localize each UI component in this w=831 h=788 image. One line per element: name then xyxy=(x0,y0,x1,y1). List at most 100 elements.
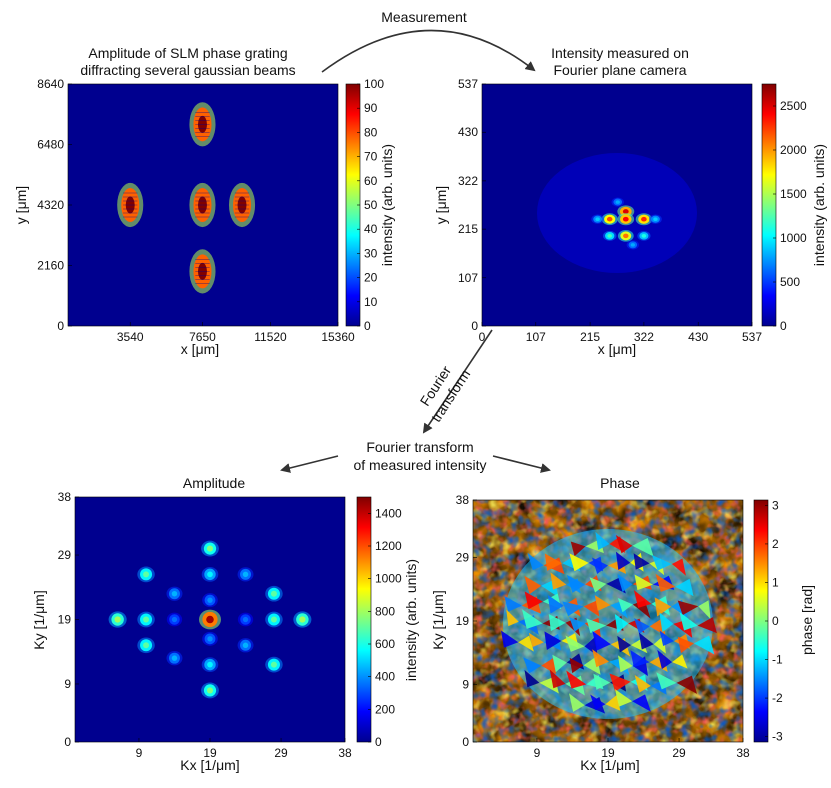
phase-facet xyxy=(632,694,651,712)
panel-2-title-line1: Intensity measured on xyxy=(551,45,689,61)
phase-facet xyxy=(651,555,672,571)
spot-2 xyxy=(189,182,216,228)
x-tick-label: 19 xyxy=(601,746,615,760)
y-tick-label: 29 xyxy=(456,550,470,564)
phase-facet xyxy=(528,632,544,647)
colorbar-tick-label: 60 xyxy=(364,174,378,188)
colorbar-tick-label: 600 xyxy=(375,637,395,651)
fourier-transform-side-label: Fourier transform xyxy=(417,363,474,425)
colorbar-tick-label: 1500 xyxy=(780,187,807,201)
y-tick-label: 9 xyxy=(462,678,469,692)
phase-facet xyxy=(524,591,543,610)
spot-7 xyxy=(137,637,155,654)
y-tick-label: 0 xyxy=(64,735,71,749)
y-tick-label: 215 xyxy=(458,222,478,236)
panel-4-phase-core xyxy=(501,529,717,719)
phase-facet xyxy=(659,630,674,647)
spot-3 xyxy=(201,682,219,699)
spot-core xyxy=(641,234,647,238)
x-tick-label: 19 xyxy=(203,746,217,760)
panel-1-title-line1: Amplitude of SLM phase grating xyxy=(88,45,287,61)
colorbar-tick-label: 100 xyxy=(364,77,384,91)
spot-4 xyxy=(108,611,127,628)
phase-facet xyxy=(552,654,567,673)
panel-3-spots xyxy=(108,540,312,699)
spot-core xyxy=(207,571,213,578)
spot-10 xyxy=(265,656,283,673)
y-tick-label: 38 xyxy=(456,493,470,507)
colorbar-tick-label: 1200 xyxy=(375,539,402,553)
y-tick-label: 4320 xyxy=(37,198,64,212)
spot-13 xyxy=(201,657,219,673)
spot-core xyxy=(641,216,647,222)
spot-1 xyxy=(117,182,144,228)
phase-facet xyxy=(541,657,557,675)
colorbar-tick-label: 70 xyxy=(364,150,378,164)
phase-facet xyxy=(524,575,542,595)
spot-core xyxy=(242,571,249,578)
phase-facet xyxy=(594,595,611,611)
panel-3-ticks: 9 19 29 38 0 9 19 29 38 xyxy=(58,490,352,760)
spot-core xyxy=(206,545,214,552)
colorbar-tick-label: 0 xyxy=(375,735,382,749)
phase-facet xyxy=(547,594,564,614)
spot-core xyxy=(114,616,121,623)
colorbar-tick-label: 1000 xyxy=(780,231,807,245)
spot-core xyxy=(607,233,613,238)
spot-20 xyxy=(202,593,218,608)
phase-facet xyxy=(565,635,585,652)
phase-facet xyxy=(566,670,587,689)
x-tick-label: 29 xyxy=(672,746,686,760)
phase-facet xyxy=(630,638,648,654)
spot-core xyxy=(143,642,150,649)
x-tick-label: 9 xyxy=(136,746,143,760)
x-tick-label: 9 xyxy=(534,746,541,760)
colorbar-tick-label: 10 xyxy=(364,295,378,309)
spot-5 xyxy=(189,249,216,294)
spot-core xyxy=(143,616,150,623)
phase-facet xyxy=(590,694,606,711)
colorbar-tick-label: 20 xyxy=(364,271,378,285)
phase-facet xyxy=(698,600,711,620)
panel-3-colorbar-ticks: 0 200 400 600 800 1000 1200 1400 xyxy=(368,506,402,749)
phase-facet xyxy=(566,574,586,593)
spot-16 xyxy=(237,567,254,582)
center-label-line1: Fourier transform xyxy=(366,439,473,455)
phase-facet xyxy=(672,654,688,669)
phase-facet xyxy=(632,537,654,557)
spot-11 xyxy=(626,240,640,250)
colorbar-tick-label: -1 xyxy=(772,653,783,667)
panel-4-ylabel: Ky [1/μm] xyxy=(430,590,446,649)
y-tick-label: 0 xyxy=(57,319,64,333)
phase-facet xyxy=(583,600,600,617)
phase-facet xyxy=(562,601,584,617)
phase-facet xyxy=(654,597,672,617)
colorbar-tick-label: 2500 xyxy=(780,99,807,113)
spot-core xyxy=(606,216,613,222)
spot-9 xyxy=(265,585,283,602)
panel-2-xlabel: x [μm] xyxy=(598,341,636,357)
panel-3-colorbar xyxy=(356,496,372,743)
phase-facet xyxy=(569,657,584,674)
phase-facet xyxy=(605,694,621,711)
spot-3 xyxy=(617,213,635,226)
fourier-transform-arrow xyxy=(422,329,493,434)
measurement-arrow xyxy=(321,29,536,73)
phase-facet xyxy=(592,557,608,574)
colorbar-tick-label: 2 xyxy=(772,537,779,551)
colorbar-tick-label: 0 xyxy=(364,319,371,333)
phase-facet xyxy=(544,631,562,650)
panel-2-colorbar-label: intensity (arb. units) xyxy=(811,144,827,266)
spot-core xyxy=(615,200,620,204)
phase-facet xyxy=(655,573,676,592)
panel-4-phase-map xyxy=(473,500,743,742)
spot-2 xyxy=(601,213,618,226)
spot-4 xyxy=(189,102,216,147)
ft-amplitude-panel: Amplitude 9 19 29 38 0 9 19 29 38 Kx [1/μm] Ky [… xyxy=(31,475,419,773)
y-tick-label: 0 xyxy=(471,319,478,333)
colorbar-tick-label: 30 xyxy=(364,246,378,260)
y-tick-label: 29 xyxy=(58,548,72,562)
spot-8 xyxy=(137,611,155,628)
panel-1-colorbar-ticks: 0 10 20 30 40 50 60 70 80 90 100 xyxy=(357,77,384,333)
spot-core xyxy=(206,687,214,694)
